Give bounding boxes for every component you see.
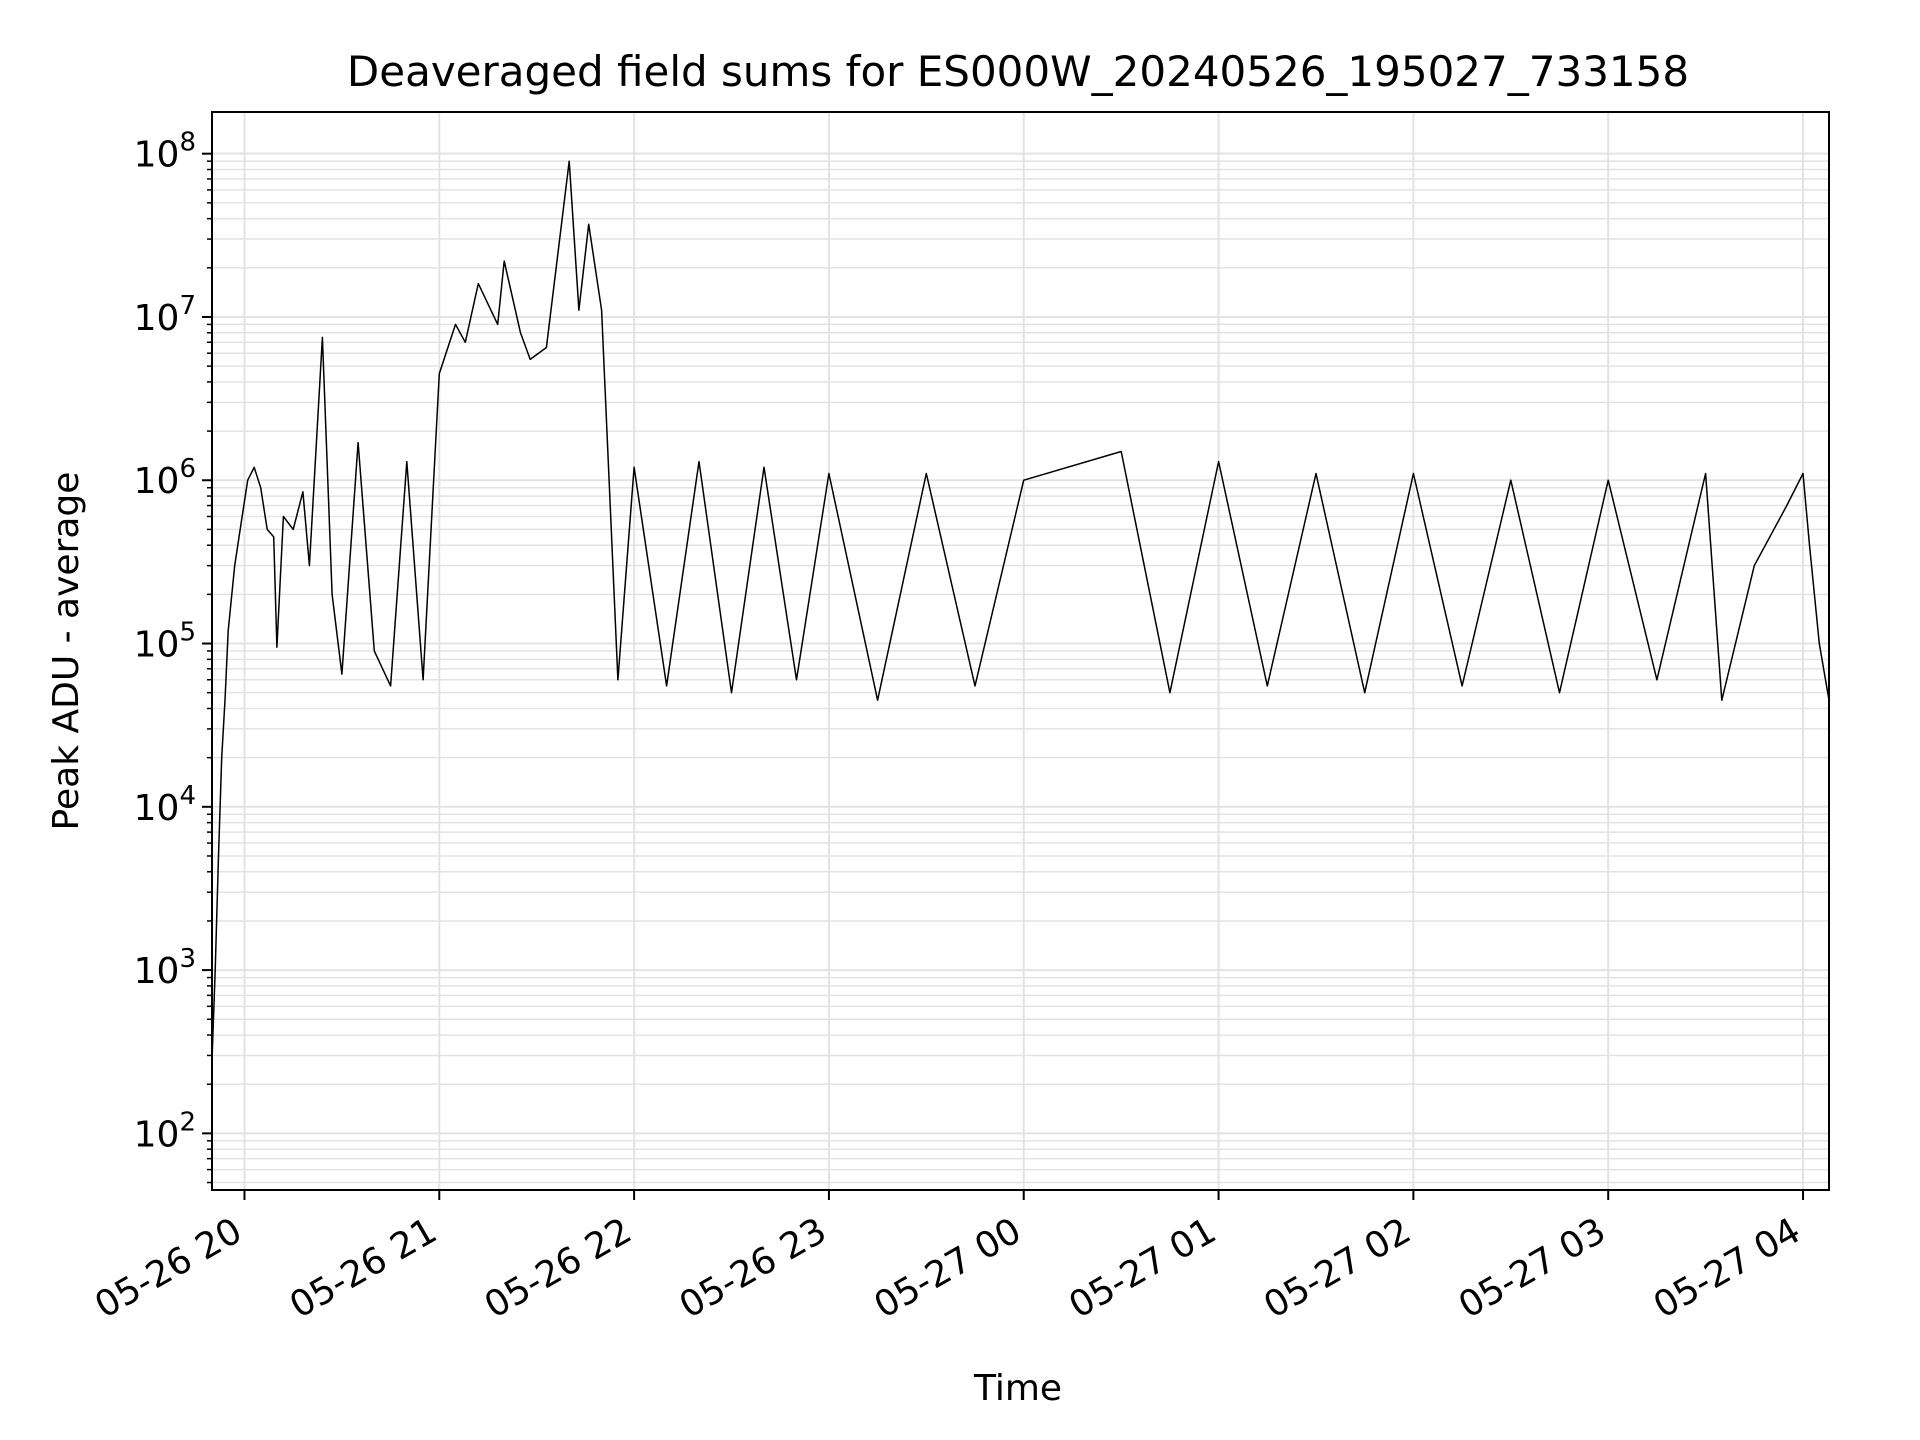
series-line-layer [211,160,1830,1061]
y-tick-label: 106 [134,454,196,502]
chart-title: Deaveraged field sums for ES000W_2024052… [347,47,1689,96]
y-tick-label: 103 [134,944,196,992]
x-axis-label: Time [973,1368,1062,1409]
y-axis-label: Peak ADU - average [46,472,87,831]
y-tick-label: 108 [134,128,196,176]
grid [212,112,1829,1190]
y-tick-label: 105 [134,618,196,666]
y-tick-label: 107 [134,291,196,339]
series-line [211,160,1830,1061]
y-axis: 102 103 104 105 106 107 108 [134,128,212,1184]
y-tick-label: 104 [134,781,196,829]
y-tick-label: 102 [134,1107,196,1155]
